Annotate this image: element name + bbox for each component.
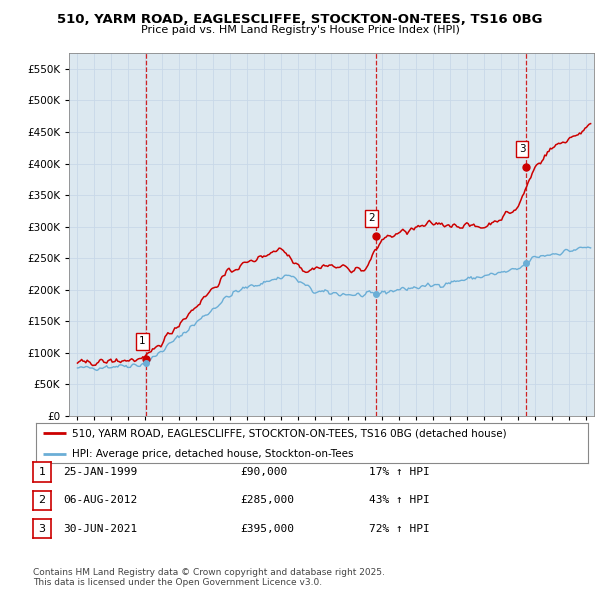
Text: 2: 2 <box>38 496 46 505</box>
Text: HPI: Average price, detached house, Stockton-on-Tees: HPI: Average price, detached house, Stoc… <box>72 450 353 460</box>
Text: 43% ↑ HPI: 43% ↑ HPI <box>369 496 430 505</box>
Text: 510, YARM ROAD, EAGLESCLIFFE, STOCKTON-ON-TEES, TS16 0BG (detached house): 510, YARM ROAD, EAGLESCLIFFE, STOCKTON-O… <box>72 428 506 438</box>
Text: 17% ↑ HPI: 17% ↑ HPI <box>369 467 430 477</box>
Text: 30-JUN-2021: 30-JUN-2021 <box>63 524 137 533</box>
Text: 72% ↑ HPI: 72% ↑ HPI <box>369 524 430 533</box>
Text: 2: 2 <box>368 214 374 224</box>
Text: Contains HM Land Registry data © Crown copyright and database right 2025.
This d: Contains HM Land Registry data © Crown c… <box>33 568 385 587</box>
Text: 3: 3 <box>519 144 526 154</box>
Text: 06-AUG-2012: 06-AUG-2012 <box>63 496 137 505</box>
Text: 1: 1 <box>38 467 46 477</box>
Text: £90,000: £90,000 <box>240 467 287 477</box>
Text: £285,000: £285,000 <box>240 496 294 505</box>
Text: Price paid vs. HM Land Registry's House Price Index (HPI): Price paid vs. HM Land Registry's House … <box>140 25 460 35</box>
Text: 1: 1 <box>139 336 145 346</box>
Text: 25-JAN-1999: 25-JAN-1999 <box>63 467 137 477</box>
Text: 3: 3 <box>38 524 46 533</box>
Text: £395,000: £395,000 <box>240 524 294 533</box>
Text: 510, YARM ROAD, EAGLESCLIFFE, STOCKTON-ON-TEES, TS16 0BG: 510, YARM ROAD, EAGLESCLIFFE, STOCKTON-O… <box>57 13 543 26</box>
